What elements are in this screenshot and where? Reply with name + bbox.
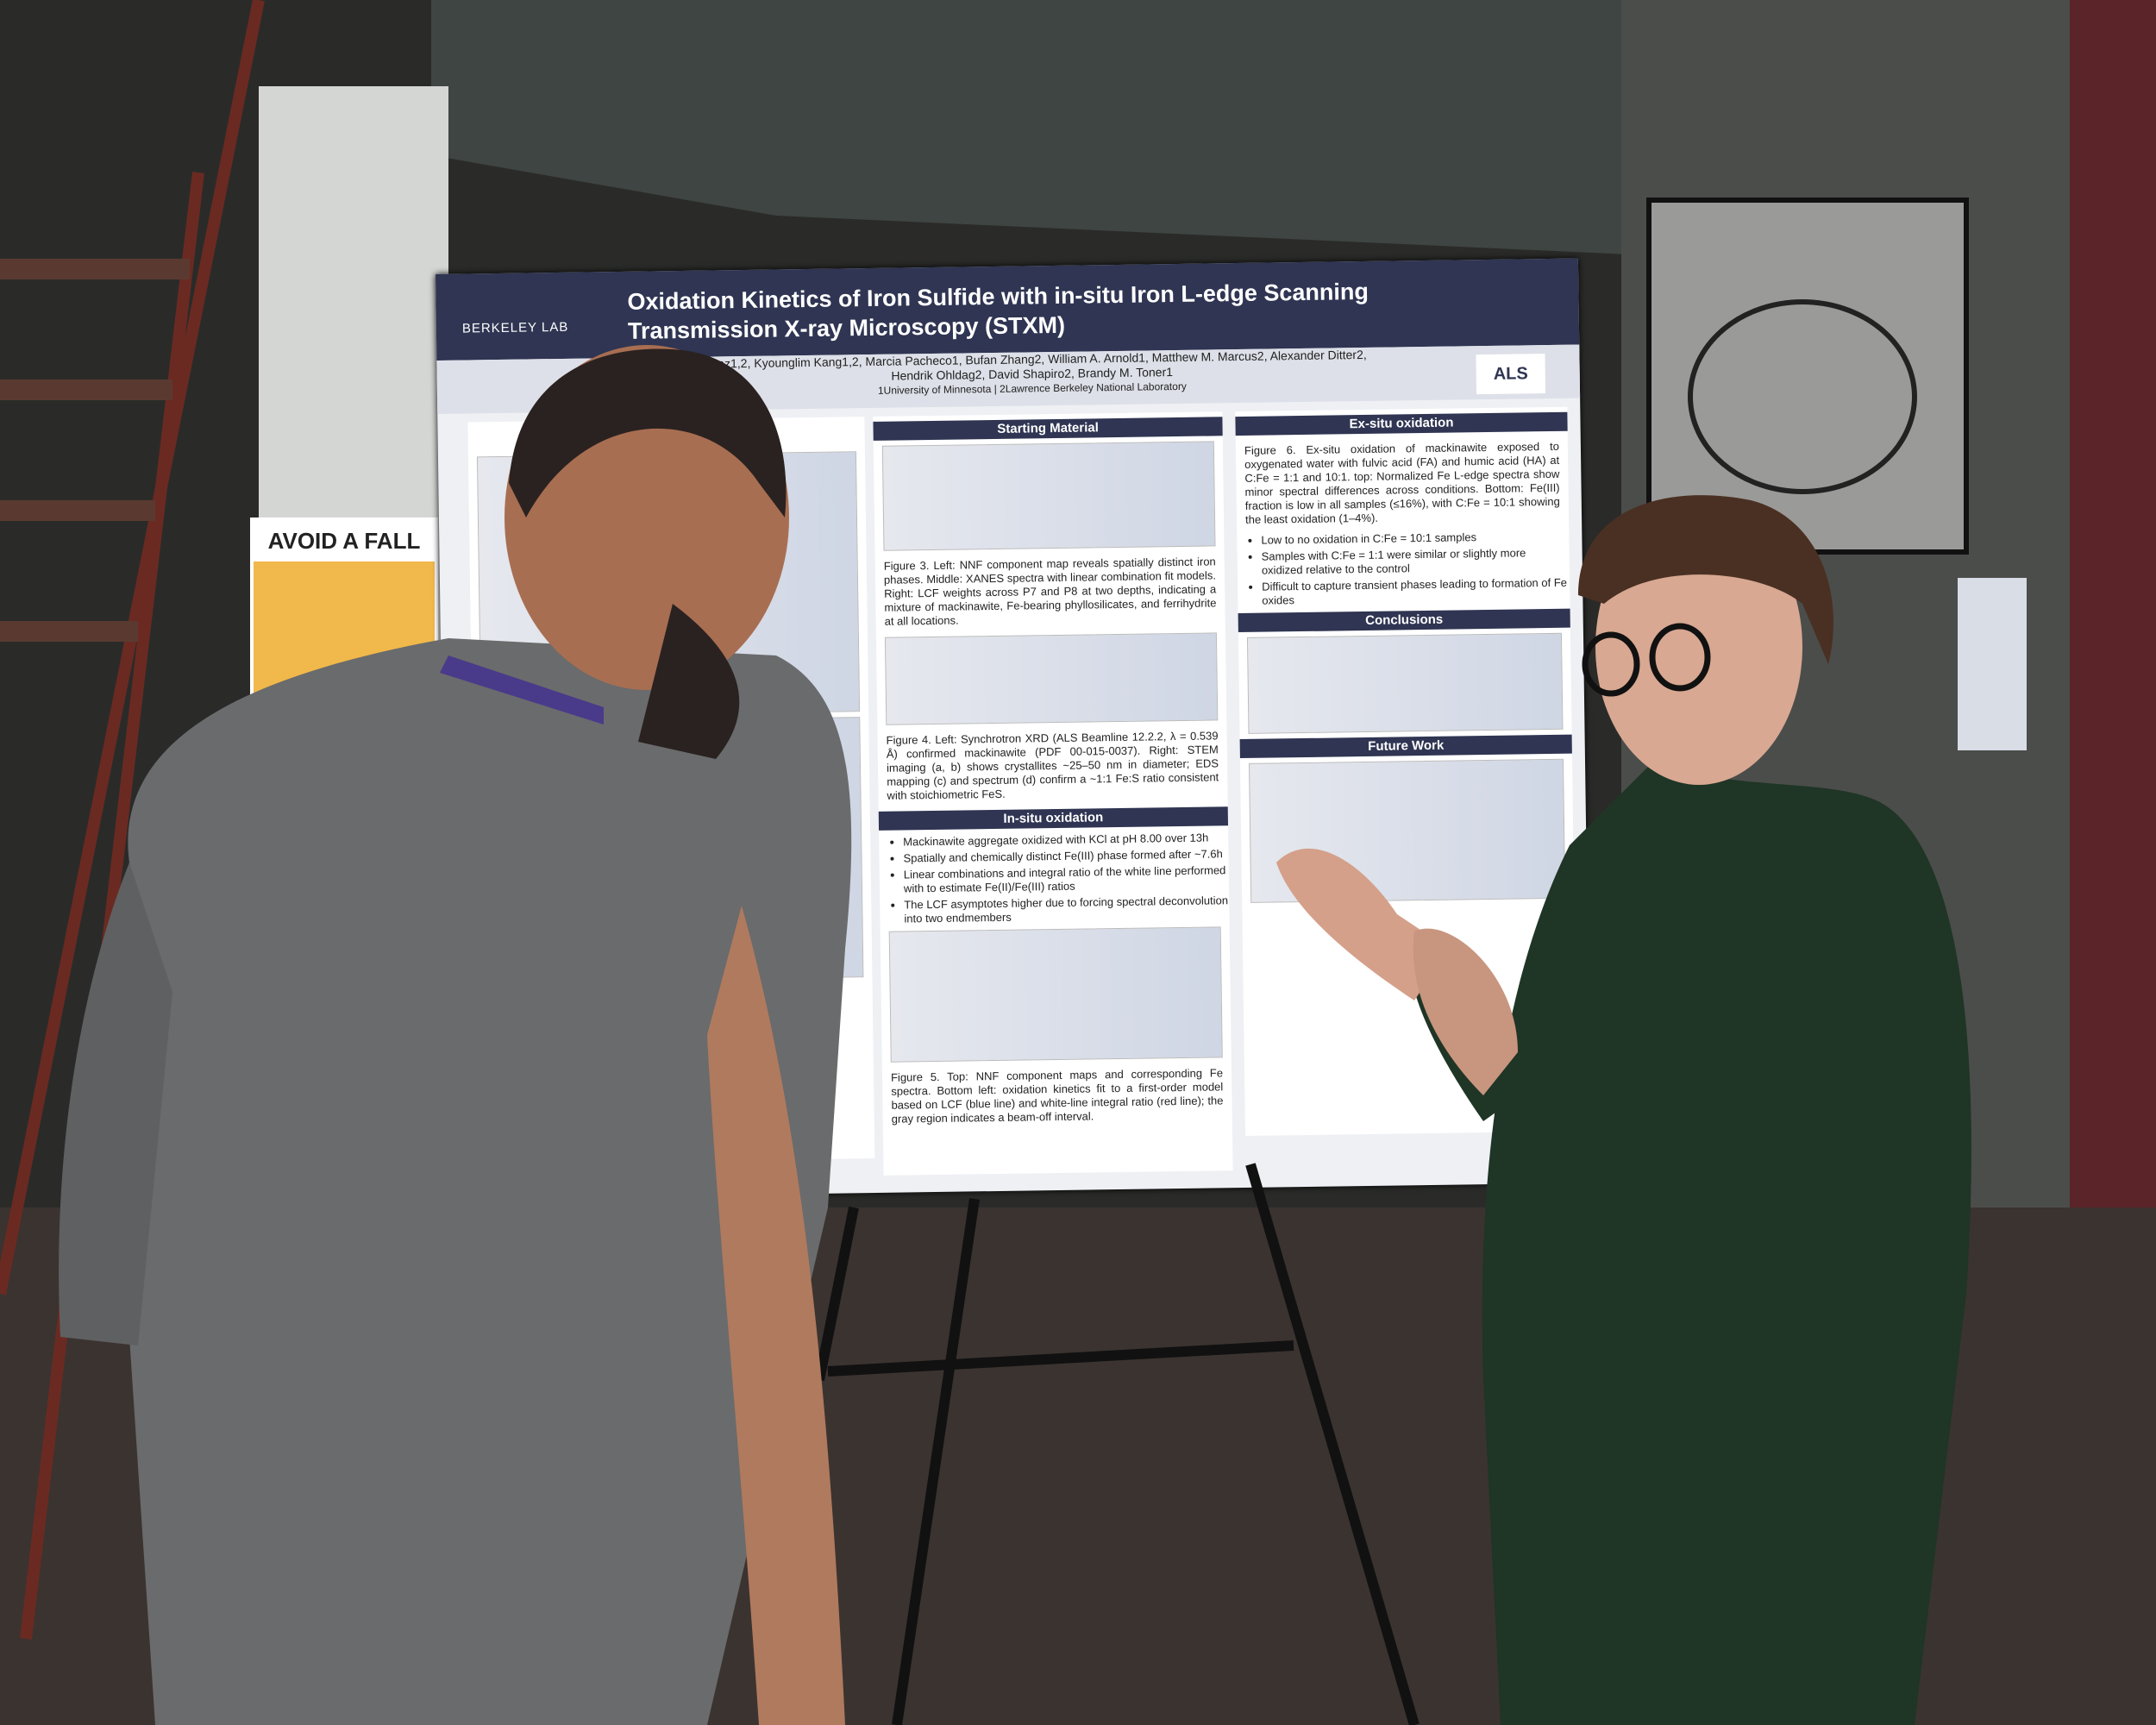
step xyxy=(0,259,190,279)
easel-leg xyxy=(892,1198,980,1725)
stair-railing xyxy=(0,0,265,1640)
person-right xyxy=(1276,495,1971,1725)
sign-title: AVOID A FALL xyxy=(254,521,435,561)
easel xyxy=(814,1163,1420,1725)
glasses xyxy=(1582,623,1711,697)
step xyxy=(0,380,172,400)
left-arm xyxy=(59,862,172,1346)
gray-shirt xyxy=(121,638,852,1725)
lanyard xyxy=(440,656,604,724)
lens xyxy=(1582,631,1640,697)
rail xyxy=(20,172,204,1640)
easel-leg xyxy=(814,1206,859,1382)
ceiling xyxy=(431,0,1725,259)
beard xyxy=(638,604,740,759)
hair xyxy=(1578,495,1833,664)
easel-brace xyxy=(827,1340,1294,1377)
lens xyxy=(1649,623,1711,692)
green-shirt xyxy=(1482,759,1971,1725)
dome xyxy=(1688,299,1917,494)
right-arm xyxy=(707,906,845,1725)
step xyxy=(0,621,138,642)
hair xyxy=(509,348,787,518)
person-left xyxy=(59,345,852,1725)
rail xyxy=(0,0,265,1295)
wall-notice xyxy=(1958,578,2027,750)
hand xyxy=(1413,928,1518,1095)
step xyxy=(0,500,155,521)
easel-leg xyxy=(1245,1163,1420,1725)
stairs xyxy=(0,259,190,642)
hand xyxy=(1276,848,1449,1000)
